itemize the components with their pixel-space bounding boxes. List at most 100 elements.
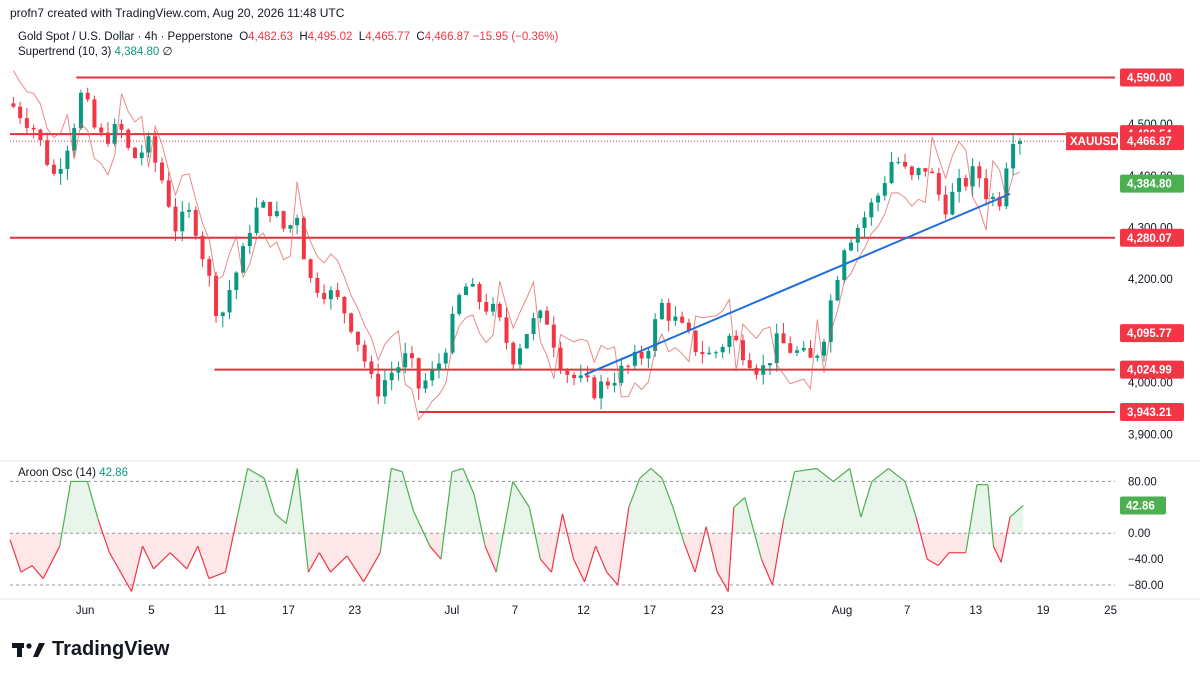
price-tag <box>1120 402 1184 421</box>
candle-body <box>389 372 394 381</box>
candle-body <box>869 202 874 218</box>
aroon-line-segment <box>197 545 210 579</box>
aroon-legend: Aroon Osc (14) 42.86 <box>18 467 128 479</box>
aroon-line-segment <box>224 520 238 573</box>
aroon-fill <box>59 481 71 547</box>
symbol-tag-label: XAUUSD <box>1070 136 1119 148</box>
candle-body <box>436 363 441 371</box>
candle-body <box>247 232 252 247</box>
aroon-fill <box>330 533 348 573</box>
candle-body <box>565 370 570 375</box>
tradingview-logo[interactable]: TradingView <box>12 638 169 661</box>
candle-body <box>909 166 914 176</box>
candle-body <box>626 365 631 367</box>
candle-body <box>24 118 29 128</box>
aroon-line-segment <box>130 546 144 592</box>
candle-body <box>936 173 941 195</box>
candle-body <box>599 381 604 399</box>
aroon-fill <box>573 533 585 582</box>
price-tag <box>1120 68 1184 87</box>
aroon-fill <box>976 484 988 534</box>
aroon-fill <box>429 533 441 560</box>
aroon-axis-label: 0.00 <box>1128 528 1150 540</box>
main-legend: Gold Spot / U.S. Dollar · 4h · Peppersto… <box>18 30 558 60</box>
price-tag-label: 4,384.80 <box>1127 179 1172 191</box>
aroon-fill <box>131 533 143 592</box>
candle-body <box>511 342 516 365</box>
symbol-name[interactable]: Gold Spot / U.S. Dollar · 4h · Peppersto… <box>18 31 233 43</box>
aroon-fill <box>860 481 872 534</box>
price-tag-label: 4,590.00 <box>1127 73 1172 85</box>
candle-body <box>349 313 354 332</box>
chart-caption: profn7 created with TradingView.com, Aug… <box>10 6 345 20</box>
aroon-line-segment <box>307 552 320 573</box>
candle-body <box>382 380 387 397</box>
candle-body <box>720 346 725 353</box>
candle-body <box>828 300 833 342</box>
aroon-line-segment <box>965 484 978 553</box>
candle-body <box>92 99 97 128</box>
aroon-label[interactable]: Aroon Osc (14) <box>18 467 96 479</box>
price-tag-label: 3,943.21 <box>1127 407 1172 419</box>
candle-body <box>490 303 495 312</box>
candle-body <box>146 136 151 153</box>
time-axis-label: 7 <box>904 605 910 617</box>
candle-body <box>538 310 543 319</box>
aroon-line-segment <box>263 478 276 514</box>
aroon-fill <box>247 468 265 534</box>
candle-body <box>132 147 137 159</box>
aroon-fill <box>363 533 381 582</box>
candle-body <box>740 340 745 361</box>
price-tag <box>1120 228 1184 247</box>
supertrend-row: Supertrend (10, 3) 4,384.80 ∅ <box>18 45 558 60</box>
candle-body <box>754 367 759 375</box>
aroon-line-segment <box>330 555 348 573</box>
candle-body <box>896 161 901 163</box>
aroon-line-segment <box>346 555 365 583</box>
aroon-fill <box>43 533 60 579</box>
supertrend-line <box>12 70 1021 421</box>
candle-body <box>119 123 124 130</box>
candle-body <box>430 370 435 381</box>
candle-body <box>801 348 806 351</box>
aroon-fill <box>32 533 44 579</box>
hidden-state-icon[interactable]: ∅ <box>162 46 173 58</box>
candle-body <box>308 259 313 279</box>
candle-body <box>659 302 664 320</box>
candle-body <box>700 352 705 355</box>
aroon-line-segment <box>473 494 486 547</box>
supertrend-label[interactable]: Supertrend (10, 3) <box>18 46 112 58</box>
candle-body <box>443 352 448 364</box>
candle-body <box>666 302 671 321</box>
aroon-line-segment <box>142 545 155 570</box>
candle-body <box>855 227 860 243</box>
price-tag-label: 4,024.99 <box>1127 365 1172 377</box>
aroon-fill <box>650 468 662 534</box>
aroon-fill <box>949 533 966 553</box>
candle-body <box>463 286 468 296</box>
candle-body <box>99 127 104 133</box>
brand-name: TradingView <box>52 638 170 660</box>
aroon-line-segment <box>573 558 586 583</box>
aroon-line-segment <box>694 526 707 573</box>
candle-body <box>51 164 56 174</box>
candle-body <box>774 333 779 364</box>
candle-body <box>815 355 820 358</box>
candle-body <box>200 235 205 260</box>
price-change: −15.95 (−0.36%) <box>472 31 559 43</box>
aroon-line-segment <box>169 552 188 570</box>
candle-body <box>524 334 529 349</box>
candle-body <box>450 313 455 353</box>
candle-body <box>484 302 489 312</box>
aroon-value: 42.86 <box>99 467 128 479</box>
candle-body <box>72 128 77 151</box>
aroon-fill <box>142 533 154 569</box>
candle-body <box>686 322 691 331</box>
aroon-line-segment <box>888 468 906 482</box>
candle-body <box>545 310 550 325</box>
candle-body <box>849 242 854 251</box>
candle-body <box>963 177 968 187</box>
candle-body <box>592 377 597 399</box>
aroon-fill <box>275 513 287 534</box>
